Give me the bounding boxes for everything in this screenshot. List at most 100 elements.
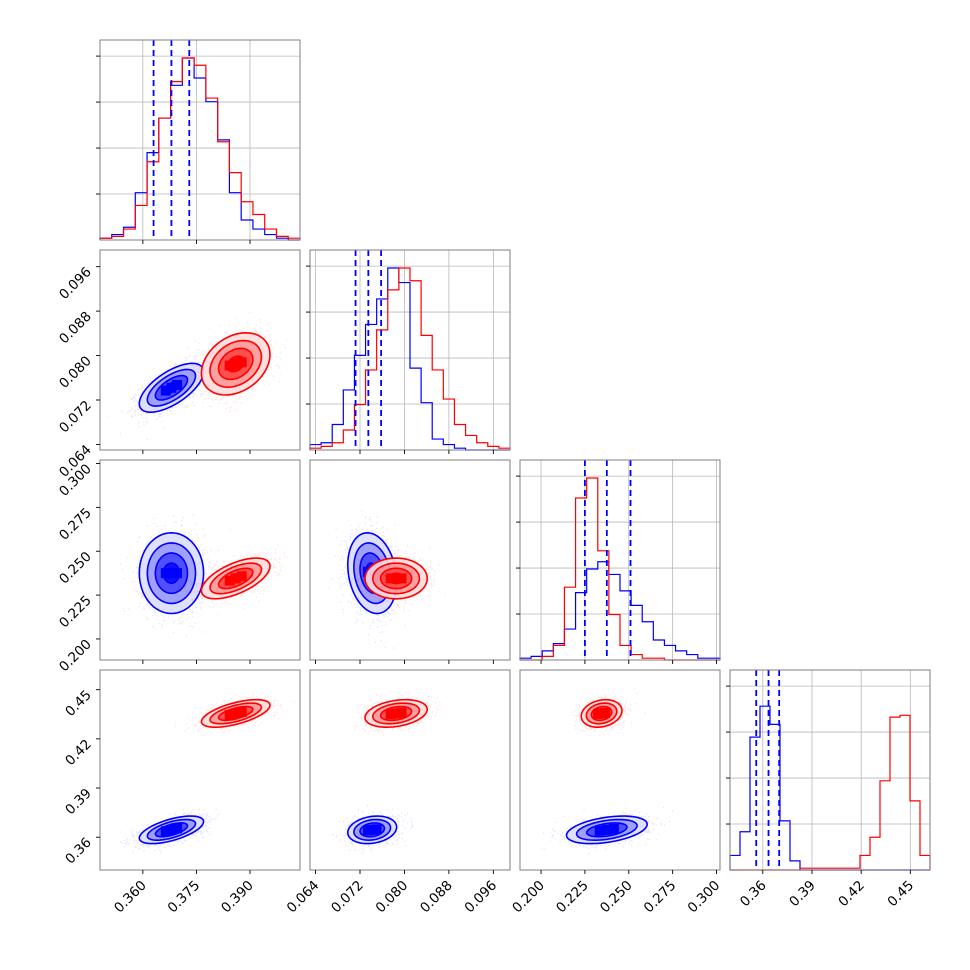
- contour-line-1: [590, 705, 613, 722]
- x-tick-label: 0.45: [885, 878, 918, 911]
- contour-line-2: [209, 339, 263, 389]
- y-tick-label: 0.088: [56, 309, 95, 348]
- panel-frame-1-0: [99, 249, 301, 451]
- y-tick-label: 0.072: [56, 398, 95, 437]
- scatter-points: [119, 514, 231, 638]
- contour-line-0: [387, 572, 405, 585]
- contour-line-2: [209, 562, 263, 595]
- contour-line-0: [365, 825, 380, 835]
- contour-line-0: [226, 709, 246, 718]
- x-tick-label: 0.072: [328, 878, 367, 917]
- density-core: [166, 824, 177, 835]
- contour-line-1: [379, 705, 413, 722]
- contour-line-2: [371, 562, 421, 595]
- series-0-panel-3-1: [332, 804, 414, 854]
- density-core: [160, 385, 171, 396]
- panel-frame-3-3: [729, 669, 931, 871]
- contour-line-2: [585, 702, 618, 725]
- y-tick-label: 0.39: [62, 786, 95, 819]
- density-core: [385, 709, 396, 720]
- density-core: [600, 707, 611, 718]
- y-tick-label: 0.200: [56, 636, 95, 675]
- x-tick-label: 0.36: [737, 878, 770, 911]
- contour-line-3: [346, 532, 398, 615]
- contour-line-3: [565, 815, 648, 845]
- density-core: [224, 360, 235, 371]
- panel-background: [730, 670, 930, 870]
- density-core: [391, 708, 402, 719]
- x-tick-label: 0.064: [284, 878, 323, 917]
- contour-line-1: [217, 705, 254, 722]
- panel-0-0: [100, 40, 300, 240]
- contour-line-3: [364, 557, 429, 600]
- x-tick-label: 0.375: [165, 878, 204, 917]
- contour-line-3: [138, 532, 205, 615]
- contour-line-3: [138, 362, 205, 414]
- contour-line-0: [226, 355, 246, 373]
- contour-line-1: [217, 347, 254, 381]
- density-core: [371, 824, 382, 835]
- density-core: [172, 568, 183, 579]
- series-0-panel-1-0: [106, 342, 225, 441]
- x-tick-label: 0.096: [461, 878, 500, 917]
- contour-line-1: [379, 567, 413, 590]
- panel-2-2: [520, 460, 720, 660]
- histogram-series-0-param-0: [99, 57, 300, 241]
- contour-line-3: [200, 557, 271, 600]
- contour-line-2: [353, 818, 392, 841]
- density-core: [236, 571, 247, 582]
- density-core: [236, 357, 247, 368]
- contour-line-2: [575, 818, 638, 841]
- series-1-panel-2-1: [338, 545, 446, 615]
- x-tick-label: 0.360: [111, 878, 150, 917]
- series-1-panel-1-0: [182, 311, 289, 413]
- x-tick-label: 0.250: [597, 878, 636, 917]
- density-core: [608, 823, 619, 834]
- density-core: [601, 824, 612, 835]
- density-core: [160, 568, 171, 579]
- contour-line-0: [226, 572, 246, 585]
- panel-grid-layer: [100, 40, 930, 870]
- y-tick-label: 0.225: [56, 593, 95, 632]
- contour-line-2: [209, 702, 263, 725]
- density-core: [160, 826, 171, 837]
- y-tick-label: 0.250: [56, 549, 95, 588]
- contour-line-0: [387, 709, 405, 718]
- density-core: [166, 568, 177, 579]
- series-0-panel-3-0: [119, 808, 221, 854]
- series-0-panel-3-2: [541, 806, 674, 855]
- y-tick-label: 0.275: [56, 505, 95, 544]
- series-1-panel-3-0: [174, 693, 295, 736]
- density-core: [594, 825, 605, 836]
- contour-line-2: [353, 542, 392, 605]
- contour-line-0: [162, 380, 181, 395]
- contour-line-2: [146, 368, 197, 407]
- panel-frame-3-2: [519, 669, 721, 871]
- density-core: [230, 573, 241, 584]
- data-layer: [99, 40, 931, 871]
- x-tick-label: 0.088: [417, 878, 456, 917]
- density-core: [391, 573, 402, 584]
- x-tick-label: 0.275: [641, 878, 680, 917]
- density-core: [166, 382, 177, 393]
- density-core: [396, 707, 407, 718]
- x-tick-label: 0.225: [553, 878, 592, 917]
- contour-line-3: [364, 698, 429, 729]
- contour-line-1: [217, 567, 254, 590]
- panel-frame-2-2: [519, 459, 721, 661]
- contour-line-2: [146, 542, 197, 605]
- contour-line-0: [162, 825, 181, 835]
- x-tick-label: 0.390: [218, 878, 257, 917]
- y-tick-label: 0.42: [62, 736, 95, 769]
- contour-line-1: [154, 552, 189, 595]
- contour-line-2: [371, 702, 421, 725]
- contour-line-3: [200, 331, 271, 396]
- series-1-panel-2-0: [175, 544, 289, 618]
- density-core: [230, 708, 241, 719]
- series-1-panel-3-1: [354, 692, 442, 737]
- y-tick-label: 0.080: [56, 353, 95, 392]
- panel-frame-2-1: [309, 459, 511, 661]
- panel-3-3: [730, 670, 930, 870]
- x-tick-label: 0.39: [786, 878, 819, 911]
